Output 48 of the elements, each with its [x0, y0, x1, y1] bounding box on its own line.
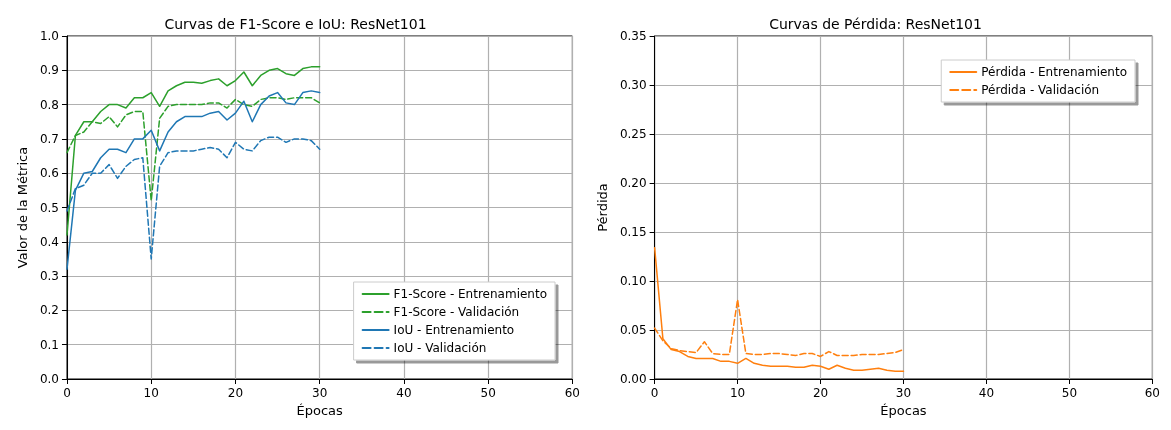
chart-title: Curvas de Pérdida: ResNet101	[769, 16, 982, 32]
x-tick-label: 50	[1061, 386, 1078, 400]
x-tick-label: 0	[650, 386, 659, 400]
x-axis-title: Épocas	[880, 402, 927, 418]
x-tick-label: 30	[312, 386, 328, 400]
y-tick-label: 1.0	[39, 29, 59, 43]
y-tick-label: 0.6	[39, 166, 59, 181]
legend-label: F1-Score - Entrenamiento	[393, 287, 548, 301]
x-tick-label: 60	[1144, 386, 1161, 400]
y-tick-label: 0.35	[619, 29, 647, 43]
x-tick-label: 10	[143, 386, 159, 400]
y-tick-label: 0.2	[39, 303, 59, 318]
y-tick-label: 0.10	[619, 274, 647, 288]
x-tick-label: 30	[895, 386, 912, 400]
y-tick-label: 0.7	[39, 131, 59, 146]
legend-label: Pérdida - Entrenamiento	[981, 65, 1128, 79]
line-series	[66, 90, 321, 270]
x-tick-label: 20	[812, 386, 829, 400]
y-tick-label: 0.05	[619, 323, 647, 337]
y-tick-label: 0.4	[39, 234, 59, 249]
y-tick-label: 0.00	[619, 372, 647, 386]
y-tick-label: 0.20	[619, 176, 647, 190]
chart-title: Curvas de F1-Score e IoU: ResNet101	[164, 16, 427, 32]
legend-label: IoU - Entrenamiento	[393, 323, 515, 337]
x-tick-label: 60	[564, 386, 581, 400]
line-series	[653, 246, 905, 372]
y-axis-title: Valor de la Métrica	[15, 146, 30, 269]
x-tick-label: 40	[978, 386, 995, 400]
legend-label: IoU - Validación	[393, 341, 487, 355]
y-tick-label: 0.8	[39, 97, 59, 112]
y-tick-label: 0.0	[39, 372, 59, 386]
x-tick-label: 40	[396, 386, 412, 400]
x-tick-label: 20	[227, 386, 244, 400]
x-tick-label: 0	[63, 386, 71, 400]
y-tick-label: 0.30	[619, 78, 647, 92]
x-tick-label: 50	[480, 386, 496, 400]
y-axis-title: Pérdida	[595, 183, 610, 232]
y-tick-label: 0.1	[39, 337, 59, 352]
y-tick-label: 0.25	[619, 127, 647, 141]
x-axis-title: Épocas	[296, 402, 344, 418]
y-tick-label: 0.9	[39, 63, 59, 78]
legend-label: F1-Score - Validación	[393, 305, 520, 319]
line-series	[66, 66, 321, 236]
y-tick-label: 0.15	[619, 225, 647, 239]
y-tick-label: 0.3	[39, 269, 59, 284]
legend-label: Pérdida - Validación	[981, 83, 1100, 97]
y-tick-label: 0.5	[39, 200, 59, 215]
x-tick-label: 10	[729, 386, 746, 400]
